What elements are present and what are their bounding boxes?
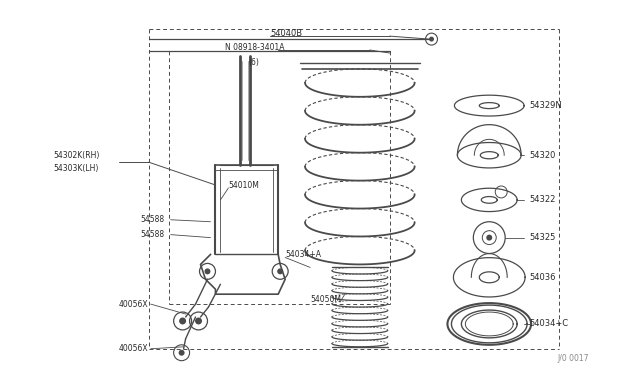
Text: 54588: 54588 [141,215,165,224]
Text: 54010M: 54010M [228,180,259,189]
Circle shape [179,318,186,324]
Text: 54303K(LH): 54303K(LH) [53,164,99,173]
Text: N 08918-3401A: N 08918-3401A [225,42,285,52]
Text: 54302K(RH): 54302K(RH) [53,151,100,160]
Circle shape [195,318,202,324]
Text: 54325: 54325 [529,233,556,242]
Text: J/0 0017: J/0 0017 [557,354,589,363]
Text: (6): (6) [248,58,259,67]
Text: 54329N: 54329N [529,101,562,110]
Text: 54320: 54320 [529,151,556,160]
Text: 54040B: 54040B [270,29,302,38]
Text: 54034+A: 54034+A [285,250,321,259]
Circle shape [486,235,492,241]
Circle shape [205,268,211,274]
Text: 54588: 54588 [141,230,165,239]
Circle shape [179,350,184,356]
Text: 54050M: 54050M [310,295,341,304]
Text: 54036: 54036 [529,273,556,282]
Text: 40056X: 40056X [119,299,148,309]
Circle shape [277,268,283,274]
Circle shape [429,36,434,42]
Text: 54034+C: 54034+C [529,320,568,328]
Text: 40056X: 40056X [119,344,148,353]
Text: 54322: 54322 [529,195,556,204]
